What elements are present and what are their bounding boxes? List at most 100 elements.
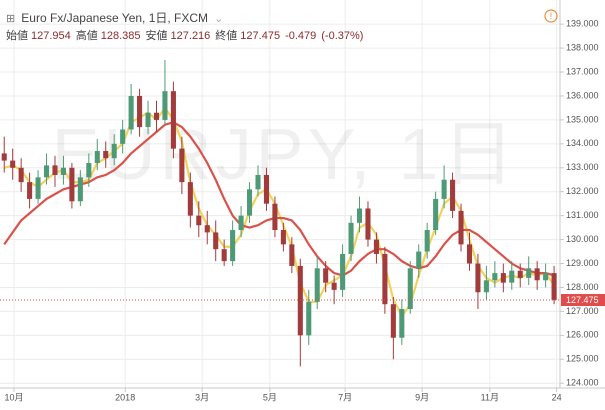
ohlc-value: 127.216: [170, 30, 211, 42]
candle-body: [52, 165, 58, 175]
candle-body: [297, 265, 303, 336]
last-price-badge: [561, 294, 605, 307]
candle-body: [450, 179, 456, 211]
y-tick-label: 130.000: [566, 234, 599, 244]
candle-body: [340, 253, 346, 290]
y-tick-label: 139.000: [566, 19, 599, 29]
candle-body: [306, 301, 312, 336]
candle-body: [10, 160, 16, 168]
title-row: ⊞ Euro Fx/Japanese Yen, 1日, FXCM ⌄: [6, 9, 226, 26]
candle-body: [153, 112, 160, 120]
y-tick-label: 129.000: [566, 258, 599, 268]
chart-title: Euro Fx/Japanese Yen, 1日, FXCM: [21, 11, 209, 25]
y-tick-label: 131.000: [566, 210, 599, 220]
candle-body: [145, 112, 151, 128]
candle-body: [424, 230, 430, 252]
candle-body: [356, 208, 363, 223]
candle-body: [35, 177, 41, 199]
candle-body: [213, 232, 219, 250]
candle-body: [120, 129, 126, 144]
change-value: -0.479: [285, 30, 317, 42]
watermark: EURJPY, 1日: [52, 115, 519, 195]
y-tick-label: 135.000: [566, 114, 599, 124]
candle-body: [94, 151, 100, 163]
x-tick-label: 24: [552, 392, 562, 402]
candle-body: [331, 282, 337, 290]
candle-body: [18, 167, 24, 183]
candle-body: [365, 208, 371, 240]
candle-body: [348, 222, 354, 254]
y-tick-label: 137.000: [566, 66, 599, 76]
y-tick-label: 126.000: [566, 330, 599, 340]
candle-body: [187, 182, 193, 216]
y-tick-label: 125.000: [566, 354, 599, 364]
x-tick-label: 7月: [338, 392, 352, 402]
candle-body: [204, 225, 210, 233]
candle-body: [196, 215, 202, 226]
candle-body: [500, 273, 506, 283]
candle-body: [466, 244, 473, 264]
candle-body: [509, 270, 515, 283]
y-tick-label: 132.000: [566, 186, 599, 196]
candle-body: [27, 182, 33, 199]
ohlc-value: 128.385: [100, 30, 141, 42]
candle-body: [280, 230, 286, 245]
x-tick-label: 5月: [263, 392, 277, 402]
alert-icon-mark: !: [550, 11, 553, 21]
candle-body: [373, 239, 379, 254]
candle-body: [272, 203, 278, 231]
candle-body: [323, 268, 329, 283]
change-percent: (-0.37%): [321, 30, 364, 42]
candle-body: [230, 230, 236, 262]
candle-body: [483, 280, 489, 293]
x-tick-label: 10月: [4, 392, 23, 402]
candle-body: [179, 148, 185, 183]
y-tick-label: 134.000: [566, 138, 599, 148]
candle-body: [517, 270, 523, 278]
candle-body: [289, 244, 295, 266]
candle-body: [543, 273, 549, 281]
candle-body: [551, 273, 557, 301]
candle-body: [60, 167, 66, 175]
candle-body: [69, 167, 75, 202]
y-tick-label: 124.000: [566, 378, 599, 388]
y-tick-label: 133.000: [566, 162, 599, 172]
candle-body: [170, 91, 176, 149]
candle-body: [238, 215, 244, 231]
y-tick-label: 138.000: [566, 42, 599, 52]
y-tick-label: 128.000: [566, 282, 599, 292]
candle-body: [111, 143, 117, 159]
candle-body: [526, 268, 532, 278]
ohlc-value: 127.954: [31, 30, 71, 42]
candle-body: [458, 210, 464, 245]
candle-body: [390, 304, 396, 338]
last-price-label: 127.475: [566, 295, 599, 305]
candle-body: [1, 153, 7, 161]
candle-body: [263, 174, 270, 204]
dropdown-icon[interactable]: ⌄: [214, 13, 224, 25]
y-tick-label: 127.000: [566, 306, 599, 316]
ohlc-row: 始値 127.954 高値 128.385 安値 127.216 終値 127.475 -0.4…: [6, 27, 368, 43]
candle-body: [314, 268, 320, 302]
x-tick-label: 9月: [415, 392, 429, 402]
candle-body: [86, 162, 92, 178]
ohlc-label: 高値: [75, 30, 98, 42]
candle-body: [137, 95, 143, 128]
expand-icon[interactable]: ⊞: [6, 13, 16, 25]
alert-icon[interactable]: [544, 9, 558, 23]
candle-body: [399, 309, 405, 338]
candle-body: [43, 165, 50, 178]
candle-body: [407, 268, 413, 310]
candle-body: [441, 179, 447, 199]
x-tick-label: 2018: [115, 392, 135, 402]
ohlc-label: 始値: [6, 30, 28, 42]
candle-body: [247, 189, 253, 216]
candle-body: [77, 177, 83, 202]
candle-body: [433, 198, 439, 231]
candle-body: [221, 249, 227, 262]
candle-body: [255, 174, 261, 190]
candle-body: [492, 273, 498, 281]
y-tick-label: 136.000: [566, 90, 599, 100]
candle-body: [534, 268, 540, 281]
